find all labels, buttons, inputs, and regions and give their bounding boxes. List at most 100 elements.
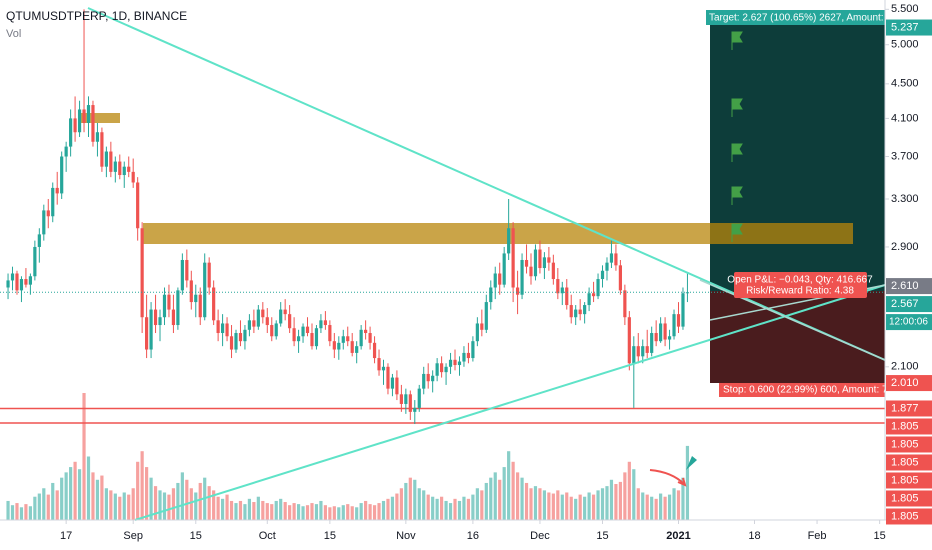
candle-body bbox=[502, 253, 506, 285]
candle-body bbox=[448, 359, 453, 367]
candle-body bbox=[355, 346, 359, 353]
volume-bar bbox=[91, 472, 95, 520]
candle-body bbox=[533, 249, 538, 277]
volume-bar bbox=[654, 498, 658, 520]
volume-bar bbox=[475, 488, 479, 520]
candle-body bbox=[659, 323, 663, 342]
candle-body bbox=[381, 366, 386, 371]
candle-body bbox=[350, 341, 354, 353]
volume-bar bbox=[515, 472, 520, 520]
volume-bar bbox=[645, 494, 649, 520]
volume-bar bbox=[270, 504, 274, 520]
volume-bar bbox=[381, 500, 386, 520]
candle-body bbox=[122, 166, 126, 176]
volume-bar bbox=[319, 500, 323, 520]
volume-bar bbox=[95, 479, 100, 520]
position-tool[interactable] bbox=[710, 10, 885, 383]
volume-bar bbox=[650, 496, 654, 520]
price-label: 1.805 bbox=[891, 474, 919, 486]
price-label-box bbox=[886, 375, 932, 392]
price-label: 5.237 bbox=[891, 21, 919, 33]
candle-body bbox=[216, 320, 220, 334]
volume-bar bbox=[243, 504, 247, 520]
candle-body bbox=[55, 187, 59, 194]
countdown-box bbox=[886, 314, 932, 331]
candle-body bbox=[127, 166, 131, 172]
volume-bar bbox=[162, 492, 167, 520]
volume-bar bbox=[140, 451, 144, 520]
volume-bar bbox=[542, 490, 547, 520]
candle-body bbox=[547, 257, 551, 263]
candle-body bbox=[399, 394, 403, 404]
volume-bar bbox=[10, 505, 15, 520]
candle-body bbox=[274, 323, 278, 337]
candle-body bbox=[529, 266, 533, 277]
candle-body bbox=[28, 276, 32, 285]
volume-bar bbox=[466, 498, 471, 520]
price-label: 2.567 bbox=[891, 298, 919, 310]
volume-bar bbox=[551, 493, 555, 520]
y-tick-label: 2.900 bbox=[891, 241, 919, 253]
volume-bar bbox=[153, 486, 158, 520]
candle-body bbox=[104, 151, 108, 167]
volume-bar bbox=[623, 472, 627, 520]
candle-body bbox=[328, 325, 332, 342]
volume-bar bbox=[238, 500, 243, 520]
volume-bar bbox=[310, 503, 314, 520]
volume-bar bbox=[587, 492, 591, 520]
candle-body bbox=[238, 333, 243, 342]
volume-bar bbox=[484, 482, 488, 520]
x-tick-label: 2021 bbox=[666, 530, 690, 542]
volume-bar bbox=[176, 482, 180, 520]
candle-body bbox=[386, 366, 390, 389]
candle-body bbox=[91, 105, 95, 142]
candle-body bbox=[252, 320, 256, 327]
candle-body bbox=[279, 309, 283, 324]
candle-body bbox=[310, 333, 314, 347]
candle-body bbox=[609, 253, 614, 263]
candle-body bbox=[185, 259, 189, 281]
x-tick-label: 15 bbox=[596, 530, 608, 542]
volume-bar bbox=[252, 502, 256, 520]
price-label: 1.805 bbox=[891, 510, 919, 522]
candle-body bbox=[489, 287, 493, 303]
candle-body bbox=[113, 161, 117, 172]
volume-bar bbox=[305, 505, 310, 520]
countdown: 12:00:06 bbox=[889, 317, 928, 328]
volume-bar bbox=[591, 494, 596, 520]
candle-body bbox=[69, 118, 73, 147]
volume-bar bbox=[417, 488, 421, 520]
candle-body bbox=[578, 309, 582, 315]
volume-bar bbox=[529, 488, 533, 520]
candle-body bbox=[301, 326, 305, 337]
candle-body bbox=[515, 287, 520, 295]
candle-body bbox=[158, 317, 162, 326]
candle-body bbox=[614, 253, 618, 266]
volume-bar bbox=[212, 490, 216, 520]
volume-bar bbox=[55, 490, 59, 520]
candle-body bbox=[623, 290, 627, 318]
candle-body bbox=[296, 336, 301, 342]
rocket-icon bbox=[686, 456, 697, 470]
volume-bar bbox=[207, 486, 211, 520]
volume-bar bbox=[533, 486, 538, 520]
volume-bar bbox=[672, 488, 676, 520]
candle-body bbox=[341, 336, 345, 343]
flags bbox=[731, 31, 743, 242]
volume-bar bbox=[386, 498, 390, 520]
volume-bar bbox=[596, 490, 600, 520]
candle-body bbox=[493, 273, 497, 288]
candle-body bbox=[207, 262, 211, 288]
candle-body bbox=[591, 293, 596, 297]
candle-body bbox=[73, 118, 77, 133]
zone-box bbox=[80, 113, 120, 123]
candle-body bbox=[203, 262, 207, 318]
volume-bar bbox=[489, 477, 493, 520]
x-tick-label: 15 bbox=[874, 530, 886, 542]
volume-bar bbox=[350, 506, 354, 520]
volume-bar bbox=[171, 488, 176, 520]
volume-bar bbox=[569, 496, 573, 520]
candle-body bbox=[283, 309, 287, 315]
volume-bar bbox=[51, 482, 55, 520]
price-label-box bbox=[886, 508, 932, 525]
